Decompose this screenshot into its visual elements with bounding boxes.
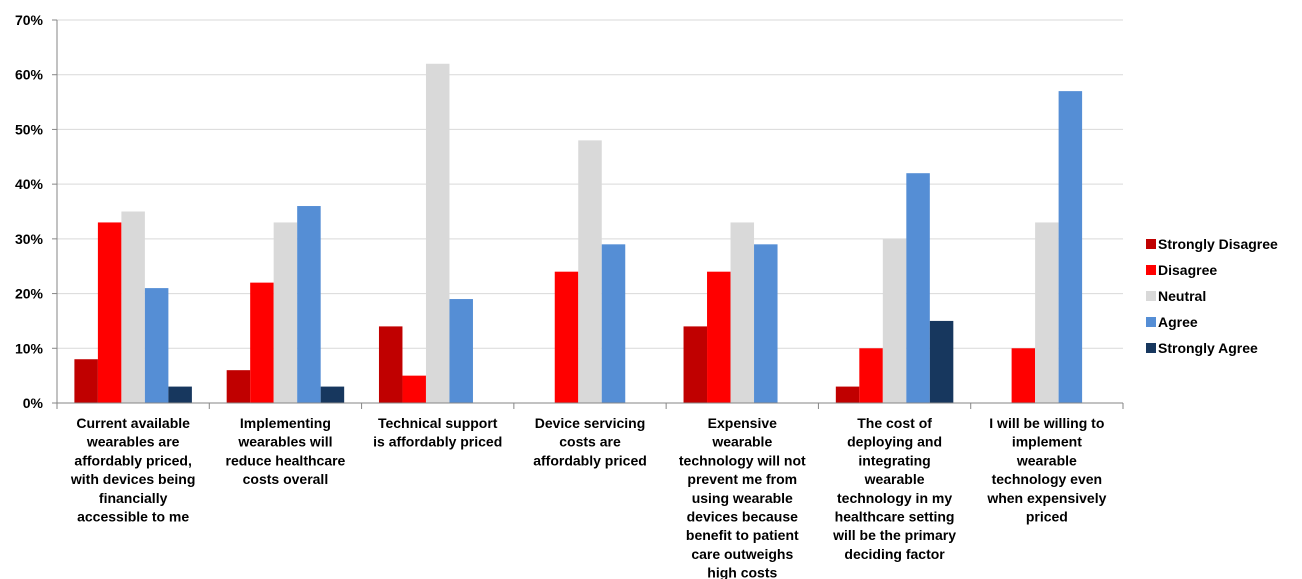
- bar: [730, 222, 755, 403]
- legend-swatch: [1146, 291, 1156, 301]
- y-tick-label: 0%: [23, 395, 44, 411]
- y-tick-label: 40%: [15, 176, 44, 192]
- y-tick-label: 30%: [15, 231, 44, 247]
- legend-swatch: [1146, 317, 1156, 327]
- y-tick-label: 70%: [15, 12, 44, 28]
- y-tick-label: 60%: [15, 67, 44, 83]
- bar: [1058, 91, 1083, 403]
- legend-swatch: [1146, 343, 1156, 353]
- bar: [320, 386, 345, 403]
- y-tick-label: 50%: [15, 121, 44, 137]
- bar: [402, 375, 426, 403]
- bar: [707, 271, 731, 403]
- bar: [250, 282, 274, 403]
- bar: [578, 140, 602, 403]
- y-axis-ticks: 0% 10% 20% 30% 40% 50% 60% 70%: [15, 12, 44, 411]
- x-category-label: Implementing wearables will reduce healthc…: [226, 415, 346, 487]
- x-category-label: Expensive wearable technology will not prev…: [679, 415, 806, 579]
- legend-swatch: [1146, 239, 1156, 249]
- legend: Strongly Disagree Disagree Neutral Agree Str…: [1146, 236, 1278, 356]
- axes: [52, 19, 1124, 409]
- legend-label: Disagree: [1158, 262, 1217, 278]
- bar: [378, 326, 403, 403]
- x-axis-labels: Current available wearables are affordably…: [70, 415, 1107, 579]
- y-tick-label: 20%: [15, 286, 44, 302]
- bar: [297, 206, 321, 403]
- x-category-label: I will be willing to implement wearable tec…: [986, 415, 1106, 525]
- bar: [835, 386, 860, 403]
- bar: [273, 222, 298, 403]
- legend-label: Agree: [1158, 314, 1198, 330]
- bar: [554, 271, 579, 403]
- x-category-label: Current available wearables are affordably…: [70, 415, 195, 525]
- x-category-label: The cost of deploying and integrating weara…: [832, 415, 956, 562]
- bar: [754, 244, 778, 403]
- legend-label: Strongly Agree: [1158, 340, 1258, 356]
- bar: [168, 386, 192, 403]
- bar: [683, 326, 708, 403]
- bar: [601, 244, 626, 403]
- y-tick-label: 10%: [15, 340, 44, 356]
- legend-label: Neutral: [1158, 288, 1206, 304]
- bar: [1035, 222, 1059, 403]
- bar: [226, 370, 251, 403]
- legend-label: Strongly Disagree: [1158, 236, 1278, 252]
- bar: [144, 288, 169, 403]
- bar: [121, 211, 145, 403]
- bar: [929, 320, 954, 403]
- bar: [425, 63, 450, 404]
- x-category-label: Device servicing costs are affordably pric…: [533, 415, 647, 468]
- bar: [74, 359, 98, 403]
- bar: [449, 299, 473, 403]
- x-category-label: Technical support is affordably priced: [373, 415, 502, 450]
- bar: [97, 222, 122, 403]
- bars: [74, 63, 1083, 404]
- bar: [859, 348, 883, 403]
- bar: [906, 173, 930, 403]
- legend-swatch: [1146, 265, 1156, 275]
- bar: [1011, 348, 1036, 403]
- bar: [882, 238, 907, 403]
